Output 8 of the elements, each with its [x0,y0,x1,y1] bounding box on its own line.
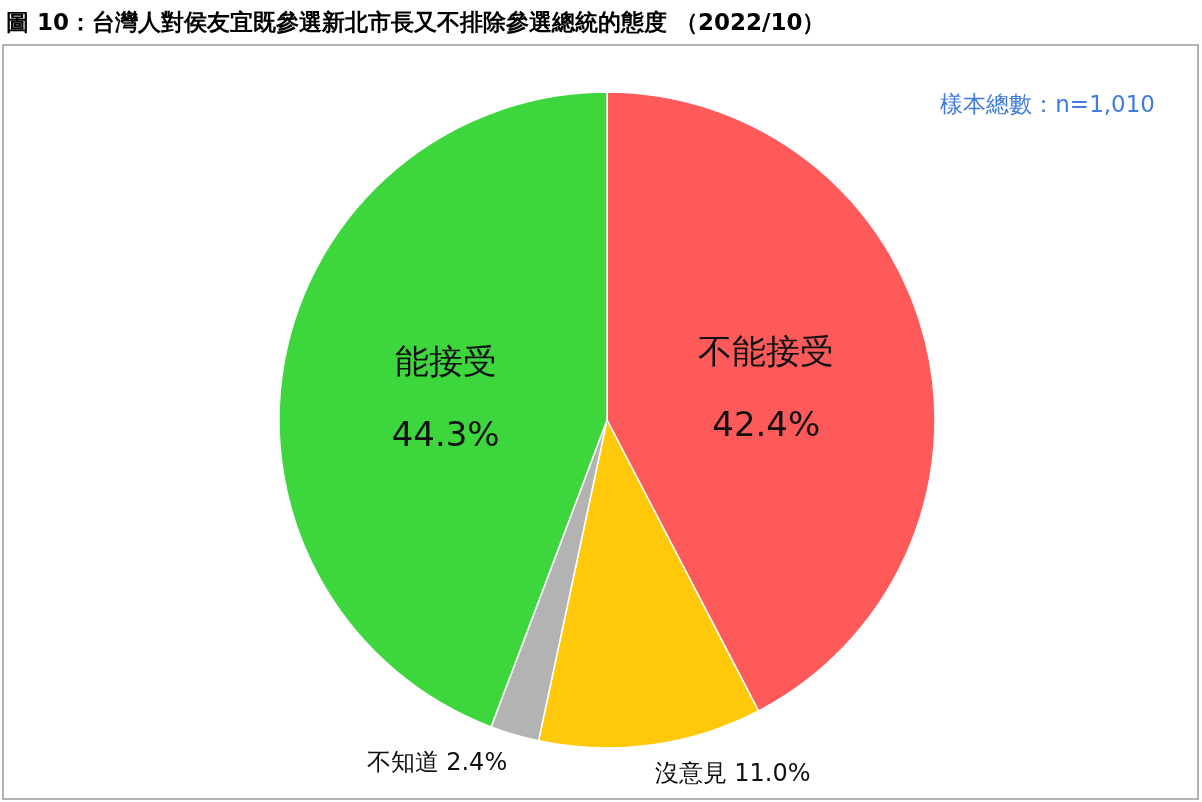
data-label: 44.3% [391,413,500,454]
slice-label: 不能接受 [698,331,835,371]
slice-label: 能接受 [394,340,497,381]
text: 樣本總數：n=1,010 [940,91,1155,117]
slice-label: 沒意見 11.0% [654,759,811,788]
data-label: 42.4% [712,404,821,444]
chart-title: 圖 10：台灣人對侯友宜既參選新北市長又不排除參選總統的態度 （2022/10） [6,9,826,35]
slice-label: 不知道 2.4% [366,747,508,776]
